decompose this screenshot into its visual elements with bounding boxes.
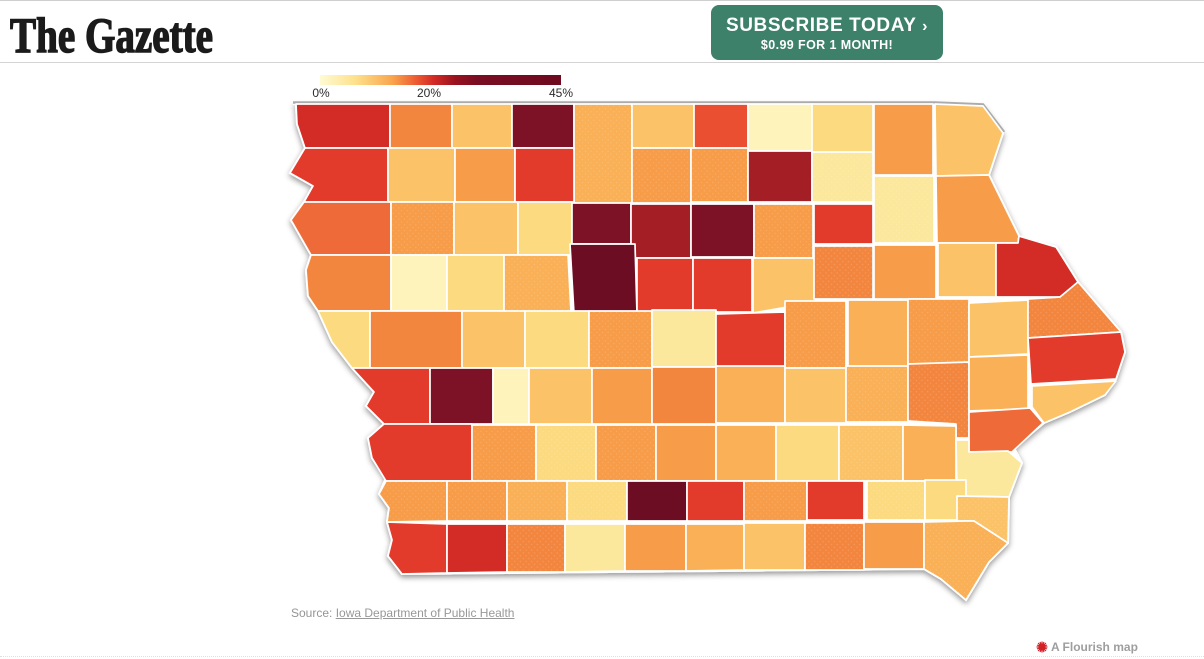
svg-text:The Gazette: The Gazette (10, 11, 213, 57)
